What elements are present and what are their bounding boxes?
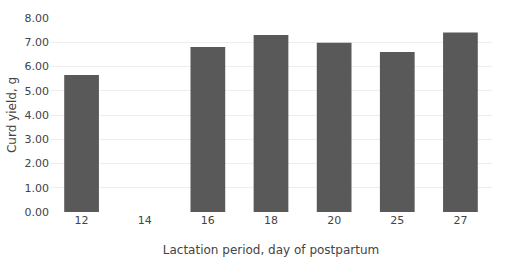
svg-text:Curd yield, g: Curd yield, g bbox=[5, 77, 19, 153]
svg-text:2.00: 2.00 bbox=[25, 157, 50, 170]
svg-text:25: 25 bbox=[390, 214, 404, 227]
svg-text:8.00: 8.00 bbox=[25, 12, 50, 25]
svg-text:18: 18 bbox=[264, 214, 278, 227]
svg-text:Lactation period, day of postp: Lactation period, day of postpartum bbox=[163, 243, 379, 257]
svg-text:7.00: 7.00 bbox=[25, 36, 50, 49]
svg-text:14: 14 bbox=[138, 214, 152, 227]
svg-text:5.00: 5.00 bbox=[25, 85, 50, 98]
svg-text:12: 12 bbox=[75, 214, 89, 227]
svg-text:27: 27 bbox=[453, 214, 467, 227]
svg-text:16: 16 bbox=[201, 214, 215, 227]
svg-text:20: 20 bbox=[327, 214, 341, 227]
svg-text:3.00: 3.00 bbox=[25, 133, 50, 146]
svg-text:6.00: 6.00 bbox=[25, 60, 50, 73]
svg-text:0.00: 0.00 bbox=[25, 206, 50, 219]
svg-text:1.00: 1.00 bbox=[25, 182, 50, 195]
svg-text:4.00: 4.00 bbox=[25, 109, 50, 122]
